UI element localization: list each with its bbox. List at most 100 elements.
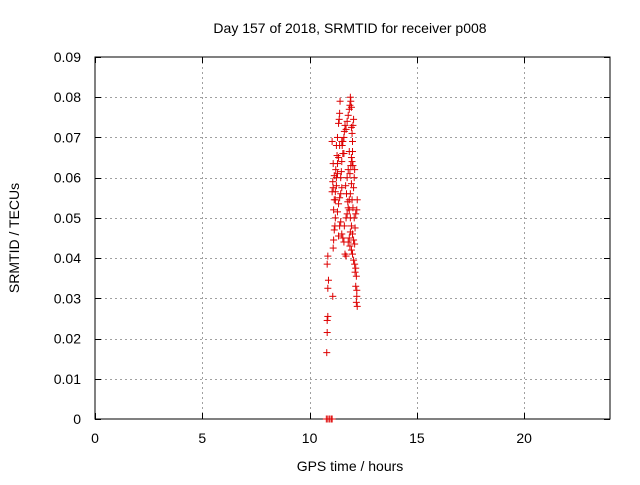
y-tick-label: 0.02: [54, 331, 81, 347]
data-point: [351, 224, 359, 232]
y-axis-label: SRMTID / TECUs: [6, 183, 22, 293]
data-point: [335, 154, 343, 162]
data-point: [347, 123, 355, 131]
data-point: [345, 234, 353, 242]
data-point: [323, 260, 331, 268]
data-point: [329, 244, 337, 252]
data-point: [352, 272, 360, 280]
data-point: [347, 97, 355, 105]
data-point: [335, 200, 343, 208]
data-point: [347, 222, 355, 230]
data-point: [330, 236, 338, 244]
y-tick-label: 0.03: [54, 290, 81, 306]
data-point: [344, 198, 352, 206]
data-point: [343, 117, 351, 125]
data-point: [324, 284, 332, 292]
data-point: [331, 214, 339, 222]
data-point: [348, 158, 356, 166]
data-point: [336, 109, 344, 117]
data-point: [348, 196, 356, 204]
data-point: [324, 252, 332, 260]
data-point: [341, 121, 349, 129]
data-point: [352, 210, 360, 218]
data-point: [351, 166, 359, 174]
data-point: [343, 174, 351, 182]
data-point: [343, 210, 351, 218]
data-point: [352, 264, 360, 272]
y-tick-label: 0.06: [54, 170, 81, 186]
x-tick-label: 10: [302, 430, 318, 446]
data-point: [350, 184, 358, 192]
data-point: [350, 236, 358, 244]
data-point: [331, 196, 339, 204]
data-point: [350, 174, 358, 182]
data-point: [353, 302, 361, 310]
y-tick-label: 0.07: [54, 129, 81, 145]
data-point: [333, 208, 341, 216]
data-point: [344, 238, 352, 246]
x-tick-label: 15: [409, 430, 425, 446]
y-tick-label: 0.01: [54, 371, 81, 387]
data-point: [331, 188, 339, 196]
data-point: [324, 276, 332, 284]
data-point: [347, 154, 355, 162]
data-point: [328, 137, 336, 145]
data-point: [344, 166, 352, 174]
axis-ticks: 0 5 10 15 20 0 0.01 0.02 0.03 0.04 0.05 0.06 0.07 0.0…: [54, 49, 610, 446]
data-point: [342, 182, 350, 190]
data-point: [337, 218, 345, 226]
data-point: [335, 119, 343, 127]
data-point: [351, 240, 359, 248]
data-point: [333, 133, 341, 141]
data-point: [329, 178, 337, 186]
data-point: [332, 182, 340, 190]
data-point: [338, 158, 346, 166]
data-point: [353, 292, 361, 300]
data-point: [336, 194, 344, 202]
x-tick-label: 5: [198, 430, 206, 446]
data-point: [353, 286, 361, 294]
data-point: [323, 329, 331, 337]
data-point: [346, 170, 354, 178]
data-point: [349, 230, 356, 238]
data-point: [333, 160, 341, 168]
data-point: [353, 206, 361, 214]
data-point: [336, 141, 344, 149]
data-point: [337, 168, 345, 176]
data-point: [323, 349, 331, 357]
data-point: [348, 129, 356, 137]
data-point: [329, 292, 337, 300]
data-point: [342, 125, 350, 133]
x-tick-label: 0: [91, 430, 99, 446]
data-point: [347, 246, 355, 254]
data-point: [338, 230, 346, 238]
data-point: [338, 184, 346, 192]
data-point: [352, 298, 360, 306]
data-point: [347, 103, 355, 111]
data-point: [346, 242, 354, 250]
data-point: [352, 282, 360, 290]
data-point: [340, 222, 348, 230]
data-point: [350, 256, 358, 264]
data-point: [349, 250, 356, 258]
data-point: [324, 312, 332, 320]
data-point: [350, 214, 358, 222]
data-points: [322, 93, 361, 423]
plot-frame: [94, 56, 611, 420]
data-point: [345, 148, 353, 156]
data-point: [330, 226, 338, 234]
data-point: [332, 166, 340, 174]
data-point: [337, 174, 345, 182]
data-point: [349, 137, 356, 145]
data-point: [335, 115, 343, 123]
y-tick-label: 0: [73, 411, 81, 427]
data-point: [339, 234, 347, 242]
data-point: [342, 252, 350, 260]
data-point: [349, 204, 357, 212]
data-point: [336, 97, 344, 105]
y-tick-label: 0.05: [54, 210, 81, 226]
y-tick-label: 0.08: [54, 89, 81, 105]
data-point: [340, 133, 348, 141]
y-tick-label: 0.04: [54, 250, 81, 266]
